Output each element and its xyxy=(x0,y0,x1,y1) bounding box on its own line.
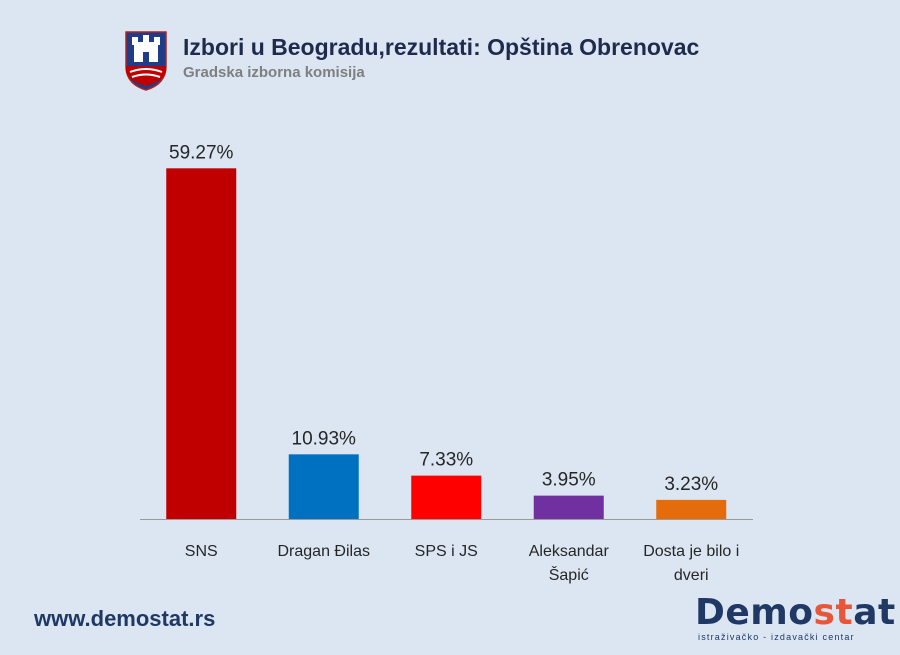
logo-wordmark-part3: at xyxy=(853,592,896,633)
category-label: Aleksandar xyxy=(529,543,610,560)
data-label: 59.27% xyxy=(169,142,234,163)
data-label: 7.33% xyxy=(419,450,473,471)
logo-wordmark-part2: st xyxy=(813,592,854,633)
data-label: 3.95% xyxy=(542,470,596,491)
logo-wordmark: Demostat xyxy=(695,592,895,633)
bar xyxy=(656,499,727,519)
bar xyxy=(411,475,482,519)
chart-subtitle: Gradska izborna komisija xyxy=(183,64,365,81)
category-label: SPS i JS xyxy=(415,543,478,560)
category-label: Dosta je bilo i xyxy=(643,543,739,560)
bar xyxy=(166,168,237,520)
demostat-logo: Demostat istraživačko - izdavački centar xyxy=(695,592,895,645)
category-label: dveri xyxy=(674,567,709,584)
data-label: 3.23% xyxy=(664,474,718,495)
category-label: Šapić xyxy=(549,565,589,584)
bar xyxy=(533,495,604,519)
chart-title: Izbori u Beogradu,rezultati: Opština Obr… xyxy=(183,34,700,60)
data-label: 10.93% xyxy=(292,428,357,449)
category-label: Dragan Đilas xyxy=(278,543,370,560)
belgrade-coat-of-arms-icon xyxy=(125,31,167,91)
website-link[interactable]: www.demostat.rs xyxy=(34,606,216,631)
logo-tagline: istraživačko - izdavački centar xyxy=(698,632,855,642)
bar xyxy=(288,454,359,519)
logo-wordmark-part1: Demo xyxy=(695,592,814,633)
category-label: SNS xyxy=(185,543,218,560)
